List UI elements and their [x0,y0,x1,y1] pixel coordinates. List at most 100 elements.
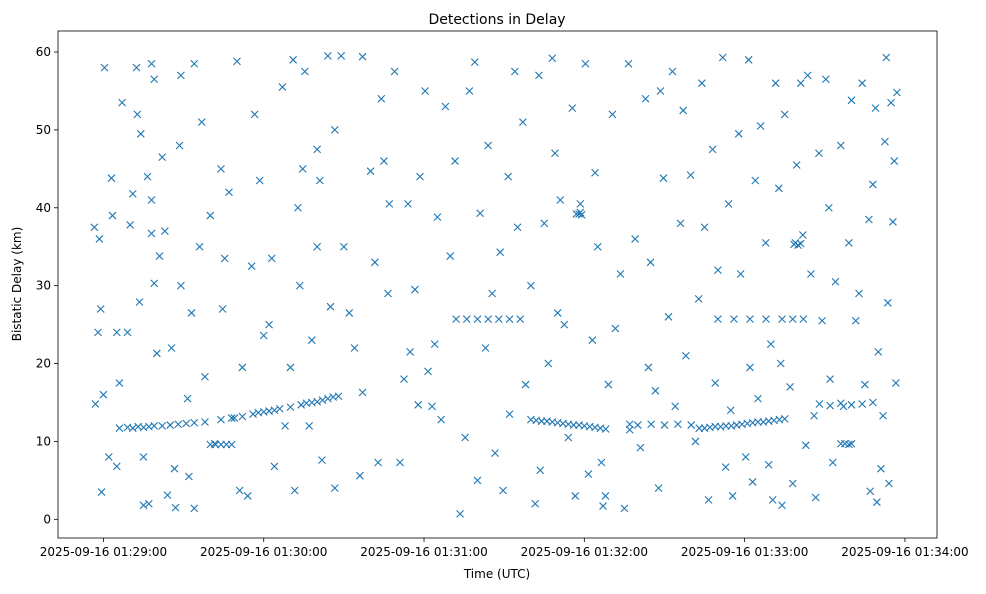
data-point [94,328,102,337]
data-point [476,209,485,218]
data-point [225,188,233,197]
data-point [535,71,543,80]
data-point [461,433,470,442]
data-point [190,418,199,427]
data-point [275,404,284,413]
data-point [126,221,135,229]
data-point [601,492,610,500]
data-point [807,270,815,278]
data-point [289,55,298,64]
data-point [267,254,276,263]
data-point [556,196,565,204]
data-point [323,52,332,60]
data-point [326,302,335,311]
data-point [456,509,464,518]
data-point [496,248,505,257]
data-point [659,174,668,183]
data-point [780,414,789,423]
data-point [687,421,696,429]
y-tick-label: 20 [36,357,51,371]
data-point [855,289,863,298]
data-point [516,315,525,324]
data-point [624,59,633,68]
data-point [708,145,717,154]
y-tick-label: 10 [36,434,51,448]
data-point [330,484,339,493]
data-point [281,421,289,430]
data-point [505,315,514,324]
data-point [441,102,450,111]
data-point [821,75,830,84]
data-point [864,215,873,224]
data-point [155,252,164,260]
data-point [774,184,783,193]
data-point [430,340,439,348]
data-point [414,400,423,409]
data-point [112,328,121,337]
data-point [505,410,514,419]
data-point [313,145,322,154]
data-point [847,439,856,448]
data-point [764,460,773,469]
data-point [601,425,610,433]
data-point [370,258,379,267]
data-point [488,289,497,298]
data-point [748,478,757,486]
data-point [776,359,785,368]
data-point [377,94,386,103]
data-point [893,88,901,97]
data-point [874,347,883,356]
data-point [473,315,482,324]
data-point [726,406,735,415]
data-point [691,437,700,446]
data-point [452,315,460,324]
data-point [190,59,199,68]
data-point [406,347,415,356]
data-point [238,363,247,372]
data-point [599,502,607,510]
data-point [250,110,259,119]
x-tick-label: 2025-09-16 01:33:00 [681,545,808,559]
data-point [128,189,137,198]
data-point [187,309,196,317]
data-point [158,153,167,162]
data-point [591,168,599,177]
data-point [724,200,733,208]
data-point [255,176,264,185]
data-point [270,462,279,471]
y-axis-label: Bistatic Delay (km) [10,227,24,342]
data-point [883,298,892,307]
data-point [305,421,314,430]
data-point [112,462,121,471]
data-point [571,492,580,500]
data-point [206,211,215,220]
data-point [128,424,137,433]
data-point [766,340,775,348]
data-point [620,504,629,513]
data-point [243,492,252,500]
data-point [90,223,99,232]
data-point [286,363,295,372]
data-point [358,52,367,61]
data-point [167,344,176,352]
data-point [499,486,507,495]
data-point [651,386,660,395]
data-point [847,400,856,409]
data-point [158,421,167,430]
data-point [730,315,738,324]
data-point [736,270,745,278]
data-point [160,227,169,236]
data-point [197,118,206,127]
data-point [644,363,653,372]
data-point [139,501,148,510]
data-point [177,71,185,80]
data-point [866,487,875,496]
data-point [136,129,145,138]
data-point [518,118,527,127]
data-point [815,400,824,408]
data-point [668,67,677,76]
data-point [872,498,881,507]
data-point [828,458,837,467]
data-point [380,157,388,165]
